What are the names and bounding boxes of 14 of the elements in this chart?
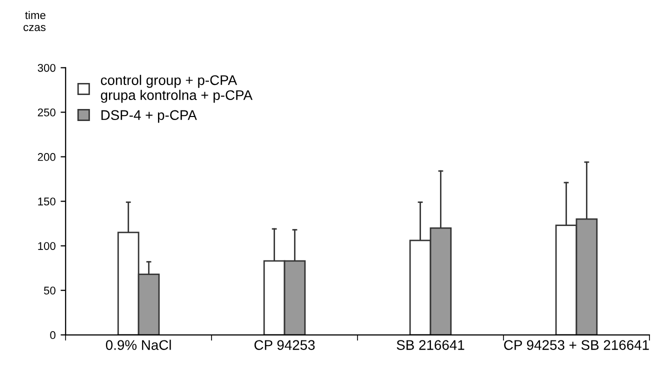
- x-tick-label: CP 94253: [254, 340, 315, 350]
- y-tick-label: 200: [38, 153, 56, 161]
- y-tick-label: 250: [38, 108, 56, 116]
- legend-label: control group + p-CPA grupa kontrolna + p-CPA: [100, 74, 253, 103]
- y-tick-label: 50: [44, 286, 56, 294]
- x-tick-label: SB 216641: [396, 340, 464, 350]
- y-tick-label: 100: [38, 242, 56, 250]
- x-tick-label: 0.9% NaCl: [106, 340, 171, 350]
- y-tick-label: 150: [38, 198, 56, 206]
- legend-label: DSP-4 + p-CPA: [101, 110, 197, 123]
- y-tick-label: 0: [50, 331, 56, 340]
- y-axis-title: time czas: [24, 10, 46, 32]
- y-tick-label: 300: [38, 64, 56, 72]
- x-tick-label: CP 94253 + SB 216641: [504, 340, 649, 350]
